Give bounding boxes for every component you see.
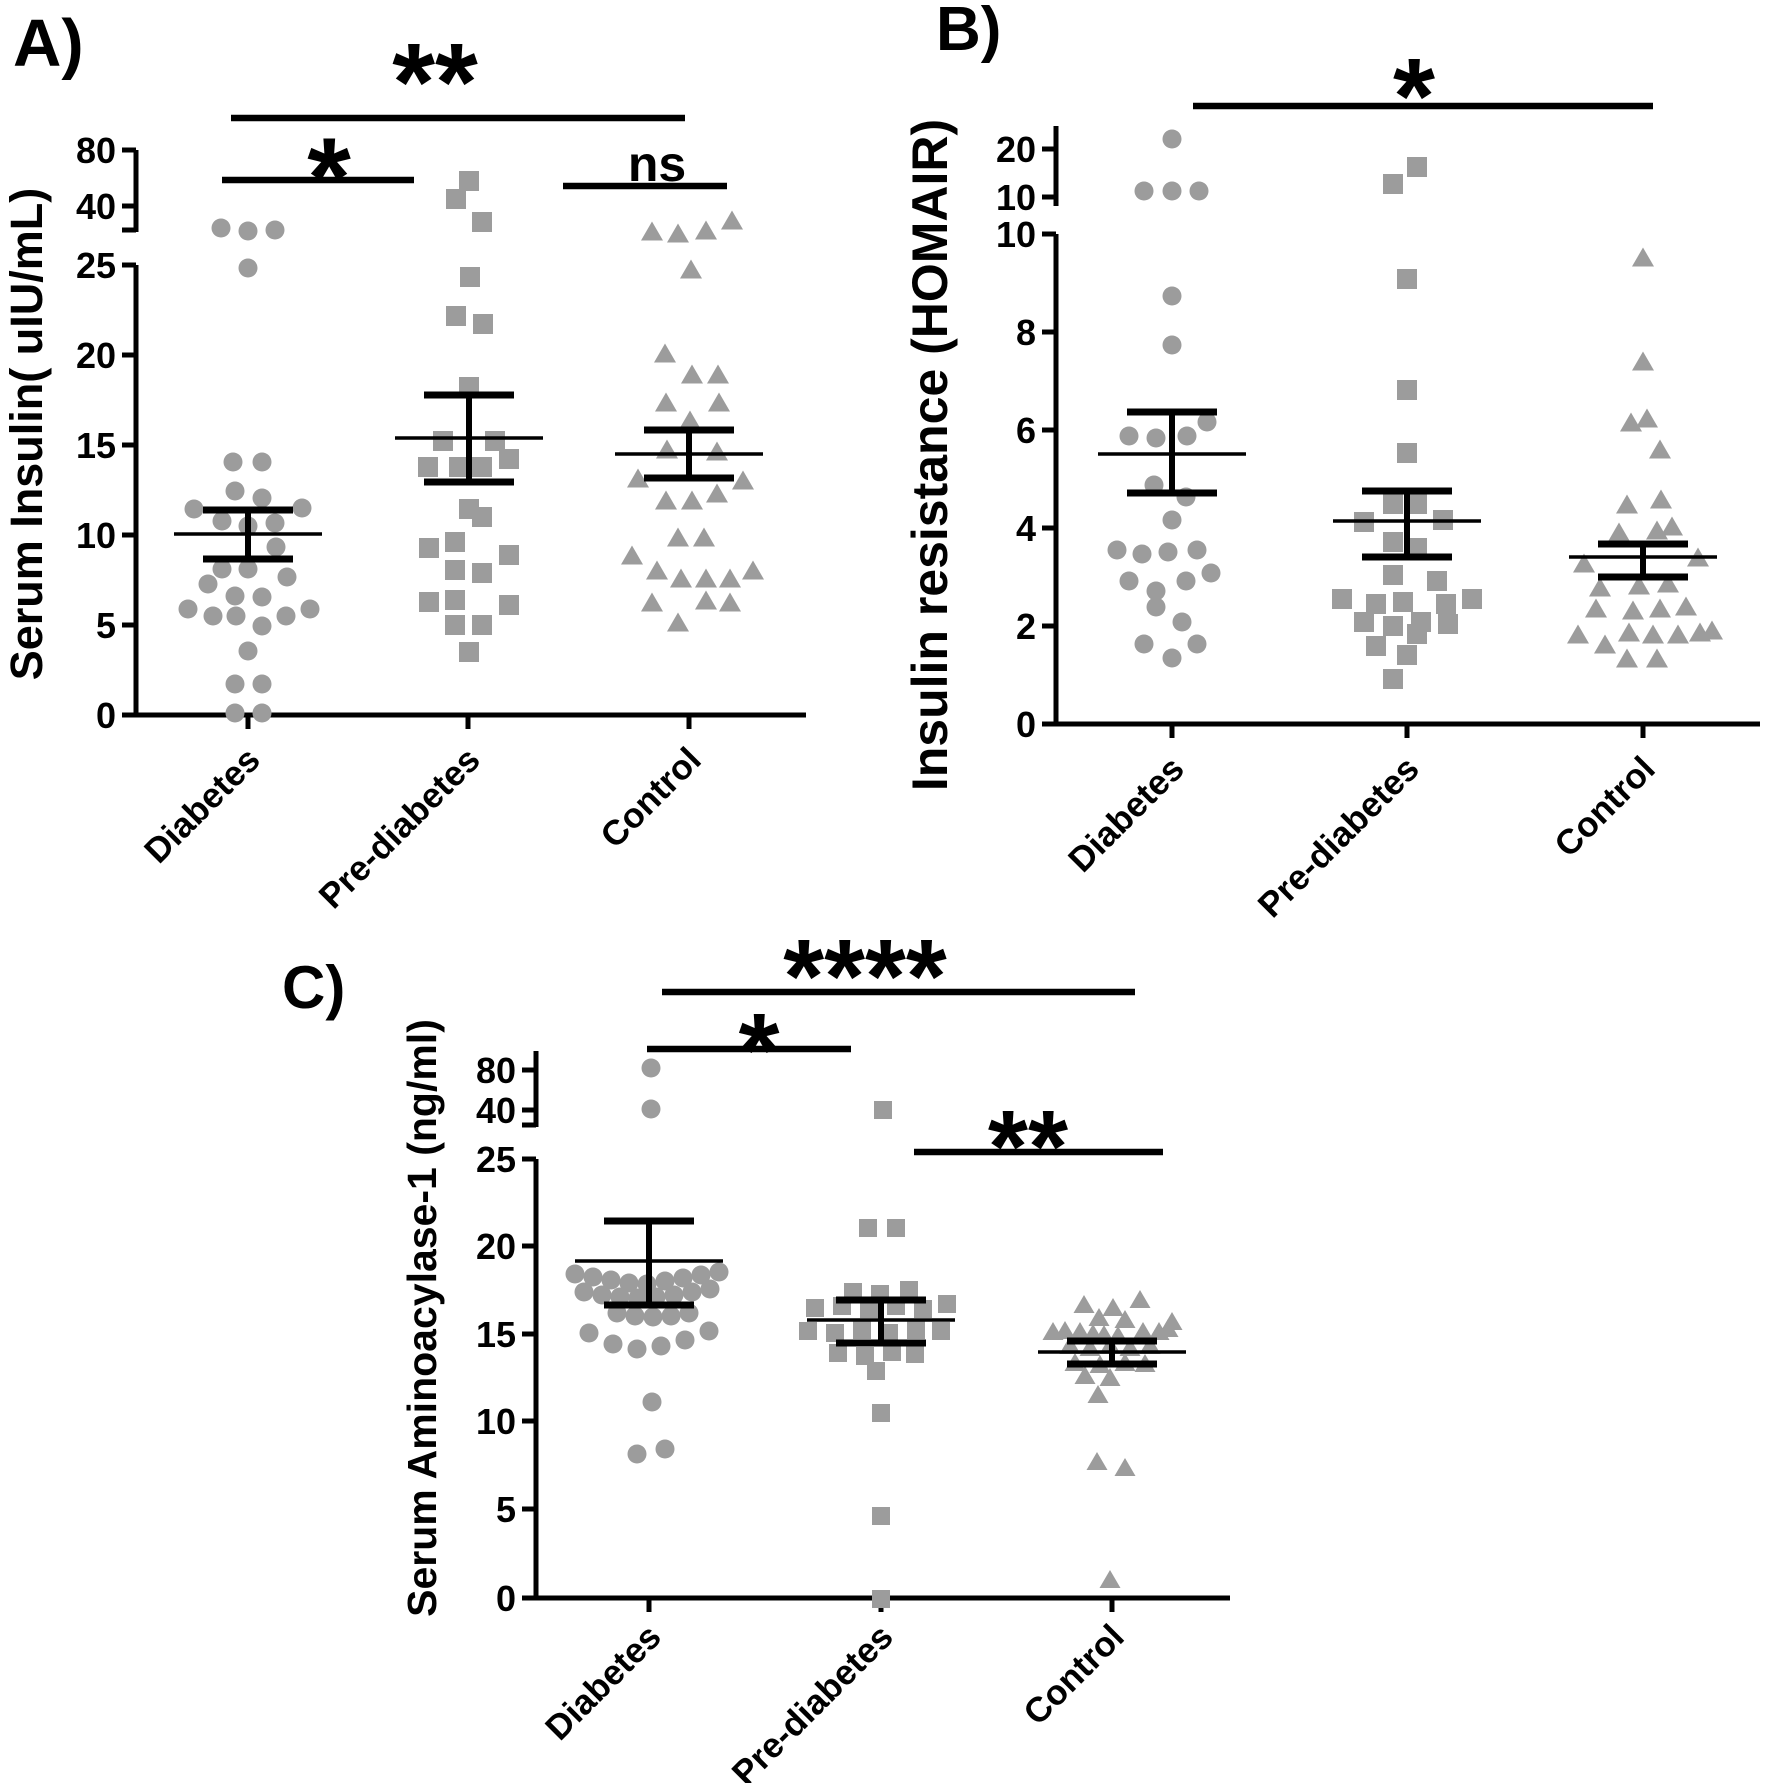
svg-text:15: 15 [476,1314,516,1355]
svg-text:2: 2 [1016,606,1036,647]
svg-text:8: 8 [1016,312,1036,353]
svg-text:6: 6 [1016,410,1036,451]
svg-text:4: 4 [1016,508,1036,549]
svg-text:10: 10 [76,515,116,556]
svg-text:**: ** [988,1089,1068,1204]
svg-text:10: 10 [476,1401,516,1442]
svg-text:B): B) [936,0,1001,64]
svg-text:****: **** [783,918,947,1035]
svg-text:C): C) [282,954,345,1021]
svg-text:80: 80 [476,1050,516,1091]
svg-text:A): A) [13,6,84,81]
svg-text:Insulin resistance (HOMAIR): Insulin resistance (HOMAIR) [902,119,958,791]
svg-text:80: 80 [76,130,116,171]
svg-text:25: 25 [476,1139,516,1180]
svg-text:10: 10 [996,177,1036,218]
svg-text:0: 0 [496,1578,516,1619]
svg-text:15: 15 [76,425,116,466]
svg-text:10: 10 [996,214,1036,255]
svg-text:40: 40 [476,1090,516,1131]
svg-text:Serum Insulin( uIU/mL): Serum Insulin( uIU/mL) [1,188,52,681]
svg-text:20: 20 [996,129,1036,170]
svg-text:40: 40 [76,186,116,227]
svg-text:*: * [1393,35,1435,156]
svg-text:0: 0 [1016,704,1036,745]
svg-text:*: * [307,115,351,240]
svg-text:Serum Aminoacylase-1 (ng/ml): Serum Aminoacylase-1 (ng/ml) [399,1019,445,1617]
svg-text:ns: ns [628,136,686,192]
svg-text:25: 25 [76,245,116,286]
svg-text:**: ** [392,21,478,144]
svg-text:20: 20 [476,1226,516,1267]
svg-text:0: 0 [96,695,116,736]
svg-text:*: * [739,992,780,1109]
svg-text:5: 5 [496,1489,516,1530]
svg-text:5: 5 [96,605,116,646]
svg-text:20: 20 [76,335,116,376]
